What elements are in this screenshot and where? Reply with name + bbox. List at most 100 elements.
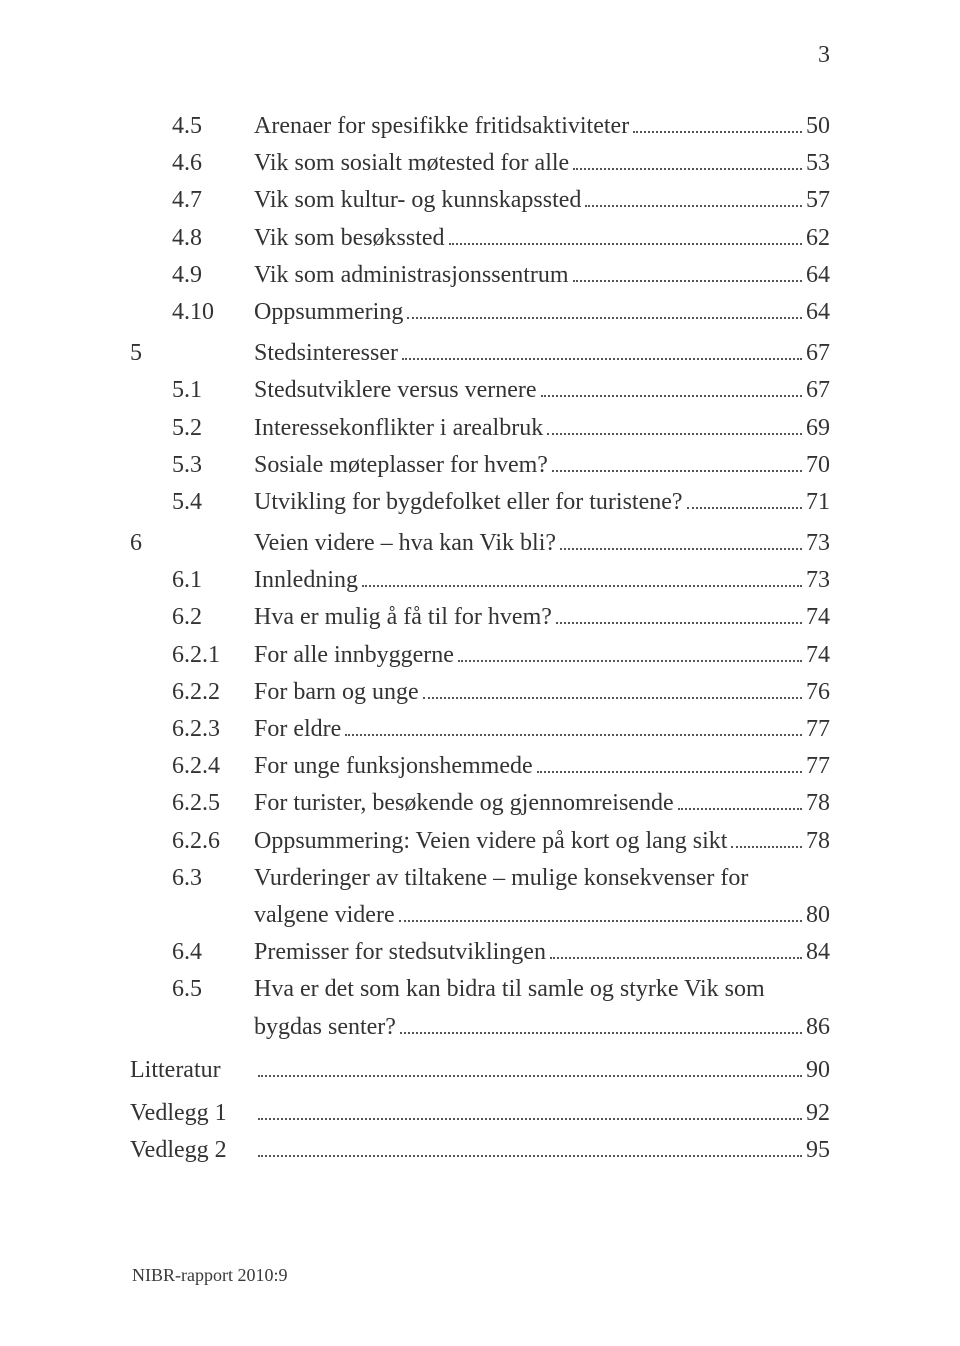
toc-entry-title: bygdas senter? xyxy=(254,1009,396,1046)
toc-row: valgene videre 80 xyxy=(130,897,830,934)
toc-section-number: 5.1 xyxy=(172,372,254,409)
toc-section-number: 6.5 xyxy=(172,971,254,1008)
toc-page-number: 86 xyxy=(806,1009,830,1046)
toc-entry-title: Vik som administrasjonssentrum xyxy=(254,257,569,294)
toc-entry-title: Vik som kultur- og kunnskapssted xyxy=(254,182,581,219)
toc-page-number: 76 xyxy=(806,674,830,711)
toc-entry-title: Vurderinger av tiltakene – mulige konsek… xyxy=(254,860,748,897)
toc-leader-dots xyxy=(585,185,802,207)
toc-chapter-number: 5 xyxy=(130,335,172,372)
toc-entry-title: Hva er det som kan bidra til samle og st… xyxy=(254,971,765,1008)
toc-leader-dots xyxy=(458,639,802,661)
toc-page-number: 95 xyxy=(806,1132,830,1169)
toc-leader-dots xyxy=(573,259,802,281)
toc-entry-title: Arenaer for spesifikke fritidsaktivitete… xyxy=(254,108,629,145)
toc-section-number: 6.2.4 xyxy=(172,748,254,785)
toc-page-number: 77 xyxy=(806,748,830,785)
toc-row: 4.8Vik som besøkssted62 xyxy=(130,220,830,257)
report-footer: NIBR-rapport 2010:9 xyxy=(132,1265,287,1286)
toc-entry-title: Innledning xyxy=(254,562,358,599)
toc-page-number: 67 xyxy=(806,335,830,372)
toc-entry-title: Vedlegg 2 xyxy=(130,1132,254,1169)
toc-entry-title: Vik som sosialt møtested for alle xyxy=(254,145,569,182)
toc-leader-dots xyxy=(362,565,802,587)
toc-leader-dots xyxy=(345,714,802,736)
toc-row: 5.4Utvikling for bygdefolket eller for t… xyxy=(130,484,830,521)
toc-entry-title: For barn og unge xyxy=(254,674,419,711)
toc-section-number: 5.4 xyxy=(172,484,254,521)
toc-page-number: 74 xyxy=(806,599,830,636)
toc-leader-dots xyxy=(633,111,802,133)
toc-section-number: 6.2 xyxy=(172,599,254,636)
toc-section-number: 6.2.5 xyxy=(172,785,254,822)
toc-section-number: 4.10 xyxy=(172,294,254,331)
table-of-contents: 4.5Arenaer for spesifikke fritidsaktivit… xyxy=(130,108,830,1169)
toc-entry-title: Oppsummering xyxy=(254,294,403,331)
toc-section-number: 4.7 xyxy=(172,182,254,219)
toc-row: 6.2.6Oppsummering: Veien videre på kort … xyxy=(130,823,830,860)
toc-entry-title: valgene videre xyxy=(254,897,395,934)
toc-row: 6.2.5For turister, besøkende og gjennomr… xyxy=(130,785,830,822)
toc-entry-title: Veien videre – hva kan Vik bli? xyxy=(254,525,556,562)
toc-leader-dots xyxy=(400,1011,802,1033)
toc-row: 4.9Vik som administrasjonssentrum64 xyxy=(130,257,830,294)
toc-page-number: 90 xyxy=(806,1052,830,1089)
toc-page-number: 73 xyxy=(806,525,830,562)
toc-page-number: 64 xyxy=(806,294,830,331)
toc-section-number: 6.2.2 xyxy=(172,674,254,711)
page-number: 3 xyxy=(818,42,830,69)
toc-page-number: 71 xyxy=(806,484,830,521)
toc-section-number: 6.2.1 xyxy=(172,637,254,674)
toc-row: 6.3Vurderinger av tiltakene – mulige kon… xyxy=(130,860,830,897)
toc-entry-title: Premisser for stedsutviklingen xyxy=(254,934,546,971)
toc-entry-title: For alle innbyggerne xyxy=(254,637,454,674)
toc-leader-dots xyxy=(258,1054,802,1076)
toc-row: 6 Veien videre – hva kan Vik bli? 73 xyxy=(130,525,830,562)
toc-section-number: 4.8 xyxy=(172,220,254,257)
toc-entry-title: Stedsinteresser xyxy=(254,335,398,372)
toc-leader-dots xyxy=(573,148,802,170)
toc-entry-title: Hva er mulig å få til for hvem? xyxy=(254,599,552,636)
toc-leader-dots xyxy=(547,412,802,434)
toc-entry-title: Stedsutviklere versus vernere xyxy=(254,372,537,409)
toc-leader-dots xyxy=(678,788,802,810)
toc-row: 6.5Hva er det som kan bidra til samle og… xyxy=(130,971,830,1008)
document-page: 3 4.5Arenaer for spesifikke fritidsaktiv… xyxy=(0,0,960,1346)
toc-leader-dots xyxy=(687,486,802,508)
toc-section-number: 4.6 xyxy=(172,145,254,182)
toc-row: 6.4Premisser for stedsutviklingen84 xyxy=(130,934,830,971)
toc-entry-title: Vik som besøkssted xyxy=(254,220,445,257)
toc-page-number: 92 xyxy=(806,1095,830,1132)
toc-page-number: 80 xyxy=(806,897,830,934)
toc-section-number: 4.9 xyxy=(172,257,254,294)
toc-section-number: 4.5 xyxy=(172,108,254,145)
toc-section-number: 5.3 xyxy=(172,447,254,484)
toc-section-number: 6.3 xyxy=(172,860,254,897)
toc-leader-dots xyxy=(402,338,802,360)
toc-leader-dots xyxy=(449,222,802,244)
toc-row: 5.1Stedsutviklere versus vernere67 xyxy=(130,372,830,409)
toc-entry-title: Sosiale møteplasser for hvem? xyxy=(254,447,548,484)
toc-leader-dots xyxy=(541,375,802,397)
toc-page-number: 69 xyxy=(806,410,830,447)
toc-leader-dots xyxy=(407,297,802,319)
toc-row: 5.2Interessekonflikter i arealbruk69 xyxy=(130,410,830,447)
toc-leader-dots xyxy=(399,900,802,922)
toc-page-number: 84 xyxy=(806,934,830,971)
toc-row: 6.1Innledning73 xyxy=(130,562,830,599)
toc-page-number: 73 xyxy=(806,562,830,599)
toc-page-number: 53 xyxy=(806,145,830,182)
toc-row: 4.5Arenaer for spesifikke fritidsaktivit… xyxy=(130,108,830,145)
toc-chapter-number: 6 xyxy=(130,525,172,562)
toc-leader-dots xyxy=(537,751,802,773)
toc-row: 4.7Vik som kultur- og kunnskapssted57 xyxy=(130,182,830,219)
toc-entry-title: Litteratur xyxy=(130,1052,254,1089)
toc-leader-dots xyxy=(258,1097,802,1119)
toc-page-number: 78 xyxy=(806,823,830,860)
toc-leader-dots xyxy=(423,676,802,698)
toc-row: 4.10Oppsummering 64 xyxy=(130,294,830,331)
toc-page-number: 50 xyxy=(806,108,830,145)
toc-row: 6.2.2For barn og unge 76 xyxy=(130,674,830,711)
toc-page-number: 77 xyxy=(806,711,830,748)
toc-row: 6.2Hva er mulig å få til for hvem? 74 xyxy=(130,599,830,636)
